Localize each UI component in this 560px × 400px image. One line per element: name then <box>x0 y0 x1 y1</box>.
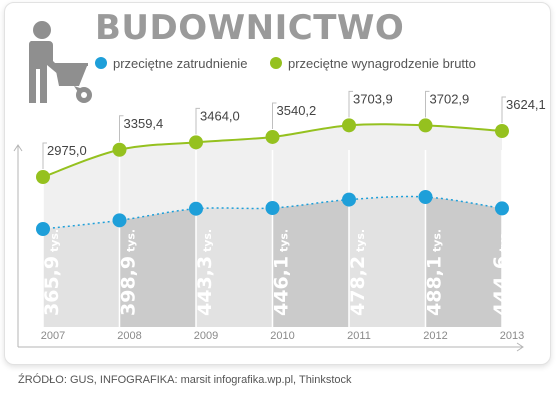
salary-leader <box>272 102 277 129</box>
chart-marks: 365,9 tys. 398,9 tys. 443,3 tys. 446,1 tys.… <box>36 90 546 316</box>
salary-value-label: 3359,4 <box>124 116 164 131</box>
salary-point <box>36 170 50 184</box>
legend-label-employment: przeciętne zatrudnienie <box>113 56 248 71</box>
x-tick-label: 2009 <box>194 330 218 342</box>
salary-value-label: 3464,0 <box>200 108 240 123</box>
salary-leader <box>348 90 353 118</box>
axes: 2007 2008 2009 2010 2011 2012 2013 <box>13 144 524 352</box>
employment-point <box>418 190 433 204</box>
x-tick-label: 2008 <box>117 330 141 342</box>
salary-point <box>495 124 509 138</box>
salary-leader <box>501 96 506 123</box>
employment-band <box>196 196 273 327</box>
salary-value-label: 2975,0 <box>47 143 87 158</box>
legend-item-employment: przeciętne zatrudnienie <box>95 56 247 71</box>
employment-value-label: 365,9 tys. <box>41 229 63 316</box>
worker-with-wheelbarrow-icon <box>28 21 92 103</box>
legend-item-salary: przeciętne wynagrodzenie brutto <box>270 56 476 71</box>
employment-band <box>349 196 426 327</box>
employment-value-label: 443,3 tys. <box>194 229 216 316</box>
employment-band <box>425 196 502 327</box>
employment-value-label: 478,2 tys. <box>347 229 369 316</box>
employment-point <box>342 192 356 207</box>
employment-point <box>265 200 280 215</box>
salary-point <box>265 129 280 144</box>
employment-point <box>189 201 203 216</box>
salary-point <box>112 142 127 157</box>
employment-value-label: 398,9 tys. <box>118 229 140 316</box>
employment-point <box>112 213 127 228</box>
employment-bands <box>43 196 502 327</box>
employment-value-label: 446,1 tys. <box>271 229 293 316</box>
legend-label-salary: przeciętne wynagrodzenie brutto <box>288 56 476 71</box>
x-tick-label: 2011 <box>347 330 371 342</box>
x-tick-label: 2012 <box>423 330 447 342</box>
salary-leader <box>119 115 124 142</box>
employment-band <box>272 196 349 327</box>
x-axis-arrow <box>516 342 524 352</box>
salary-point <box>342 118 356 133</box>
salary-value-label: 3702,9 <box>430 91 470 106</box>
employment-value-label: 488,1 tys. <box>424 229 446 316</box>
legend-swatch-blue <box>95 57 107 69</box>
salary-leader <box>42 142 47 169</box>
employment-value-label: 444,6 tys. <box>490 229 512 316</box>
salary-value-label: 3624,1 <box>506 97 546 112</box>
salary-leader <box>195 107 200 135</box>
salary-leader <box>425 90 430 118</box>
y-axis-arrow <box>13 144 23 152</box>
source-note: ŹRÓDŁO: GUS, INFOGRAFIKA: marsit infogra… <box>18 374 352 386</box>
employment-point <box>495 201 509 216</box>
salary-point <box>189 135 203 150</box>
category-bands <box>42 124 503 341</box>
x-tick-label: 2013 <box>500 330 524 342</box>
salary-value-label: 3540,2 <box>277 103 317 118</box>
x-tick-label: 2007 <box>41 330 65 342</box>
legend-swatch-green <box>270 57 282 69</box>
salary-value-label: 3703,9 <box>353 91 393 106</box>
employment-point <box>36 222 50 236</box>
x-tick-label: 2010 <box>270 330 294 342</box>
chart-title: BUDOWNICTWO <box>95 8 405 48</box>
salary-point <box>418 118 433 133</box>
